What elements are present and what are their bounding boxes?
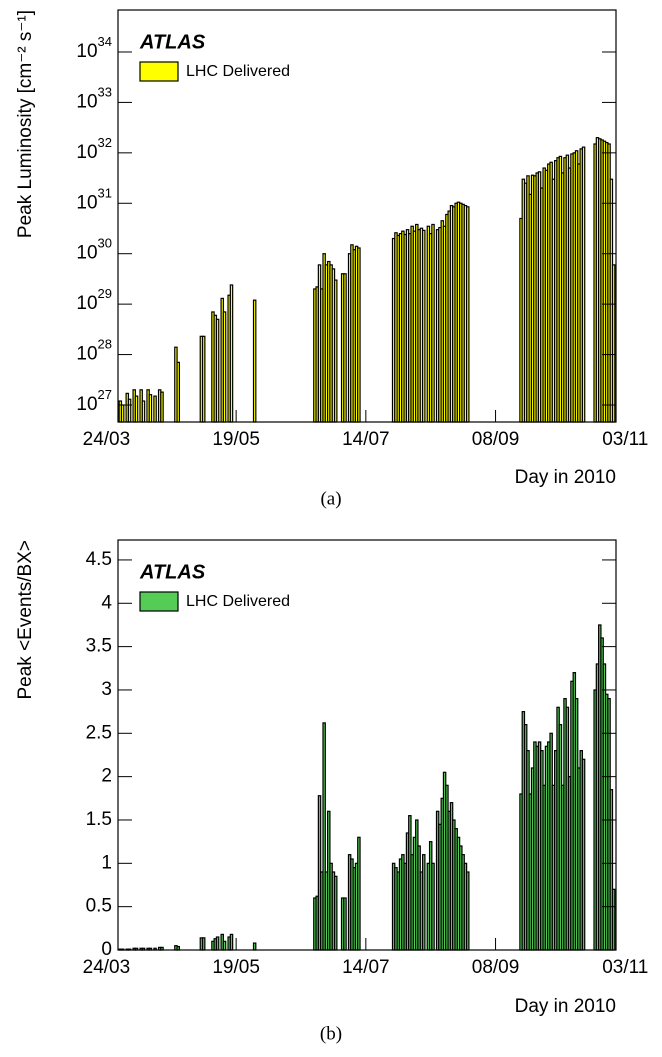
y-tick-base: 10 bbox=[76, 344, 97, 365]
bar bbox=[229, 933, 234, 951]
y-tick-base: 10 bbox=[76, 394, 97, 415]
bar bbox=[160, 391, 164, 423]
bar bbox=[421, 854, 426, 951]
y-tick-exp: 33 bbox=[98, 85, 112, 100]
y-tick-label: 1027 bbox=[76, 387, 112, 415]
y-tick-exp: 30 bbox=[98, 236, 112, 251]
y-tick-exp: 28 bbox=[98, 337, 112, 352]
bar bbox=[120, 404, 125, 423]
x-tick-label: 08/09 bbox=[472, 429, 520, 450]
y-tick-label: 3.5 bbox=[86, 636, 112, 657]
y-tick-label: 1030 bbox=[76, 236, 112, 264]
y-tick-exp: 29 bbox=[98, 287, 112, 302]
bar bbox=[215, 318, 220, 423]
bar bbox=[127, 398, 132, 423]
y-tick-label: 4 bbox=[101, 592, 112, 613]
bar bbox=[148, 394, 153, 423]
y-tick-label: 0.5 bbox=[86, 896, 112, 917]
bar bbox=[581, 146, 586, 423]
y-tick-exp: 27 bbox=[98, 387, 112, 402]
legend-swatch bbox=[139, 61, 179, 82]
bar bbox=[134, 395, 139, 423]
y-tick-label: 1.5 bbox=[86, 809, 112, 830]
x-tick-label: 24/03 bbox=[83, 957, 131, 978]
legend-label: LHC Delivered bbox=[186, 63, 290, 80]
y-tick-label: 3 bbox=[101, 679, 112, 700]
bar bbox=[333, 875, 338, 951]
bar bbox=[252, 942, 257, 951]
y-axis-label: Peak <Events/BX> bbox=[15, 540, 36, 700]
x-tick-label: 24/03 bbox=[83, 429, 131, 450]
y-tick-label: 1034 bbox=[76, 34, 112, 62]
y-tick-base: 10 bbox=[76, 192, 97, 213]
y-tick-label: 0 bbox=[101, 939, 112, 960]
bar bbox=[222, 311, 227, 423]
x-axis-label: Day in 2010 bbox=[515, 467, 616, 488]
bar bbox=[357, 836, 361, 951]
annotation: ATLAS bbox=[139, 31, 206, 53]
bar bbox=[252, 299, 257, 423]
x-tick-label: 03/11 bbox=[602, 429, 648, 450]
y-tick-base: 10 bbox=[76, 243, 97, 264]
bar bbox=[343, 273, 347, 423]
bar bbox=[466, 871, 470, 951]
x-tick-label: 14/07 bbox=[342, 957, 390, 978]
bar bbox=[333, 279, 338, 423]
y-tick-label: 1031 bbox=[76, 186, 112, 214]
x-axis-label: Day in 2010 bbox=[515, 996, 616, 1017]
bar bbox=[343, 897, 347, 951]
bar bbox=[176, 361, 180, 423]
x-tick-label: 14/07 bbox=[342, 429, 390, 450]
bar bbox=[611, 264, 616, 423]
bar bbox=[431, 862, 435, 951]
y-tick-label: 1029 bbox=[76, 287, 112, 315]
y-tick-label: 2.5 bbox=[86, 722, 112, 743]
bar bbox=[611, 888, 616, 951]
y-tick-exp: 34 bbox=[98, 34, 112, 49]
y-tick-exp: 31 bbox=[98, 186, 112, 201]
y-tick-base: 10 bbox=[76, 293, 97, 314]
x-tick-label: 08/09 bbox=[472, 957, 520, 978]
y-tick-label: 1028 bbox=[76, 337, 112, 365]
bar bbox=[215, 936, 220, 951]
legend-swatch bbox=[139, 591, 179, 612]
y-axis-label: Peak Luminosity [cm⁻² s⁻¹] bbox=[15, 10, 36, 238]
bar bbox=[229, 284, 234, 423]
y-tick-base: 10 bbox=[76, 41, 97, 62]
bar bbox=[421, 229, 426, 423]
bar bbox=[581, 758, 586, 951]
annotation: ATLAS bbox=[139, 561, 206, 583]
bar bbox=[357, 247, 361, 423]
plot-frame bbox=[117, 9, 617, 423]
bar bbox=[431, 223, 435, 423]
bar bbox=[201, 335, 206, 423]
y-tick-label: 1 bbox=[101, 852, 112, 873]
y-tick-label: 1033 bbox=[76, 85, 112, 113]
plot-frame bbox=[117, 539, 617, 951]
y-tick-label: 2 bbox=[101, 766, 112, 787]
bar bbox=[141, 400, 146, 423]
y-tick-base: 10 bbox=[76, 142, 97, 163]
y-tick-base: 10 bbox=[76, 91, 97, 112]
panel-caption: (a) bbox=[320, 488, 341, 509]
bar bbox=[201, 937, 206, 951]
x-tick-label: 03/11 bbox=[602, 957, 648, 978]
bar bbox=[222, 940, 227, 951]
y-tick-exp: 32 bbox=[98, 135, 112, 150]
x-tick-label: 19/05 bbox=[212, 957, 260, 978]
panel-caption: (b) bbox=[320, 1023, 342, 1044]
bar bbox=[153, 395, 157, 423]
y-tick-label: 4.5 bbox=[86, 549, 112, 570]
y-tick-label: 1032 bbox=[76, 135, 112, 163]
bar bbox=[466, 206, 470, 423]
x-tick-label: 19/05 bbox=[212, 429, 260, 450]
legend-label: LHC Delivered bbox=[186, 593, 290, 610]
